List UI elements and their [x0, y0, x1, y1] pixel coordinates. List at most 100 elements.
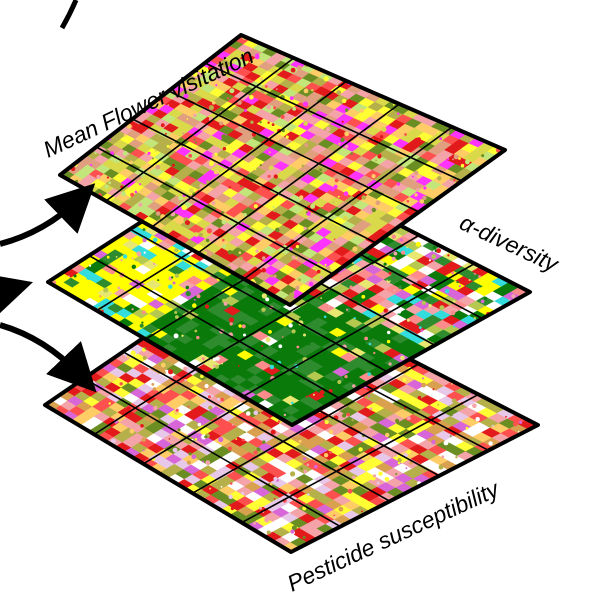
map-speckle [122, 254, 128, 259]
map-speckle [220, 397, 225, 402]
map-speckle [386, 339, 391, 344]
map-speckle [352, 475, 356, 479]
map-speckle [393, 251, 398, 256]
map-speckle [94, 151, 97, 155]
curved-arrow-lower [0, 322, 97, 393]
map-speckle [94, 180, 97, 182]
map-speckle [368, 394, 371, 397]
map-speckle [86, 275, 92, 280]
map-speckle [373, 351, 376, 355]
map-speckle [468, 279, 471, 281]
map-speckle [250, 120, 254, 124]
map-speckle [452, 300, 456, 303]
map-speckle [447, 254, 450, 257]
map-speckle [416, 174, 421, 179]
map-speckle [295, 257, 298, 260]
map-speckle [473, 316, 477, 320]
map-speckle [221, 134, 227, 140]
map-speckle [484, 296, 488, 300]
map-speckle [175, 408, 179, 412]
map-speckle [273, 106, 277, 110]
map-speckle [228, 317, 234, 323]
map-speckle [240, 185, 243, 188]
map-speckle [375, 159, 378, 162]
map-speckle [238, 324, 242, 328]
map-speckle [280, 114, 285, 119]
map-speckle [157, 279, 160, 282]
map-speckle [296, 318, 300, 321]
map-speckle [395, 455, 398, 458]
grid-line [105, 57, 295, 202]
map-speckle [307, 493, 310, 496]
map-speckle [301, 164, 305, 168]
map-speckle [270, 429, 276, 435]
map-speckle [456, 280, 459, 284]
map-speckle [214, 152, 218, 156]
map-speckle [160, 100, 164, 104]
map-speckle [436, 248, 441, 254]
grid-line [204, 62, 463, 182]
map-speckle [291, 401, 294, 405]
map-speckle [344, 375, 348, 379]
map-speckle [188, 452, 192, 456]
map-speckle [264, 85, 268, 88]
map-speckle [312, 393, 315, 396]
map-speckle [338, 142, 341, 145]
map-speckle [193, 138, 196, 141]
map-speckle [122, 150, 128, 156]
grid-line [83, 377, 341, 528]
map-speckle [208, 405, 213, 410]
map-speckle [330, 187, 335, 192]
map-speckle [207, 395, 212, 399]
map-speckle [186, 268, 189, 271]
map-speckle [144, 347, 147, 350]
map-speckle [320, 204, 324, 207]
map-speckle [296, 65, 302, 71]
map-speckle [197, 422, 202, 427]
map-speckle [447, 158, 450, 161]
map-speckle [328, 429, 334, 435]
map-speckle [421, 300, 426, 305]
map-speckle [288, 323, 293, 328]
map-speckle [227, 446, 232, 451]
map-speckle [406, 199, 410, 203]
map-speckle [334, 516, 337, 519]
map-speckle [211, 491, 213, 494]
map-speckle [160, 362, 166, 368]
map-speckle [261, 293, 267, 299]
map-speckle [255, 249, 259, 253]
map-speckle [517, 430, 520, 433]
map-speckle [92, 183, 95, 186]
map-speckle [215, 84, 218, 87]
map-speckle [291, 525, 297, 531]
map-speckle [89, 377, 94, 382]
map-speckle [303, 457, 307, 461]
map-speckle [149, 213, 152, 216]
map-speckle [177, 428, 181, 432]
map-speckle [299, 195, 304, 200]
map-speckle [281, 336, 284, 338]
map-speckle [316, 466, 322, 472]
map-speckle [414, 170, 419, 175]
map-speckle [136, 251, 142, 257]
map-speckle [193, 299, 196, 301]
map-speckle [404, 133, 407, 136]
map-speckle [134, 190, 138, 194]
map-speckle [153, 405, 158, 411]
map-speckle [195, 141, 198, 144]
map-speckle [319, 168, 322, 172]
map-speckle [351, 262, 354, 264]
map-speckle [391, 256, 396, 261]
map-speckle [214, 364, 219, 369]
map-speckle [221, 362, 224, 365]
map-speckle [290, 471, 296, 477]
map-speckle [353, 317, 356, 320]
map-speckle [421, 382, 426, 388]
map-speckle [285, 391, 290, 396]
map-speckle [478, 275, 481, 278]
map-speckle [174, 248, 179, 253]
map-speckle [154, 149, 157, 152]
map-speckle [228, 494, 233, 499]
map-speckle [451, 271, 454, 275]
map-speckle [265, 297, 270, 302]
